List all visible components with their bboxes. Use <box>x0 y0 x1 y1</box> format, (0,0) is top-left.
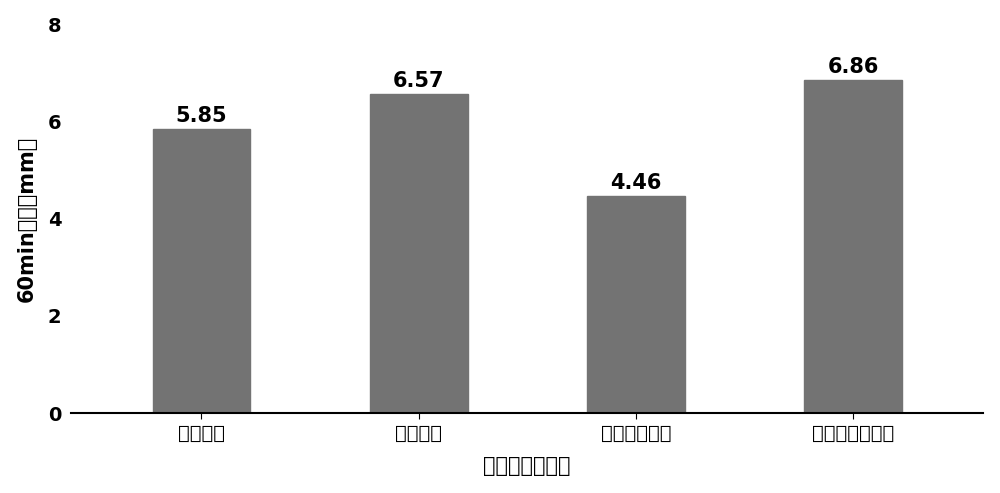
Bar <box>370 94 468 413</box>
Text: 4.46: 4.46 <box>610 174 662 193</box>
Text: 6.86: 6.86 <box>827 57 879 77</box>
Text: 6.57: 6.57 <box>393 71 444 91</box>
X-axis label: 结构层加强方案: 结构层加强方案 <box>483 457 571 476</box>
Bar <box>804 79 902 413</box>
Bar <box>153 129 250 413</box>
Bar <box>587 196 685 413</box>
Text: 5.85: 5.85 <box>176 106 227 126</box>
Y-axis label: 60min变形（mm）: 60min变形（mm） <box>17 136 37 302</box>
